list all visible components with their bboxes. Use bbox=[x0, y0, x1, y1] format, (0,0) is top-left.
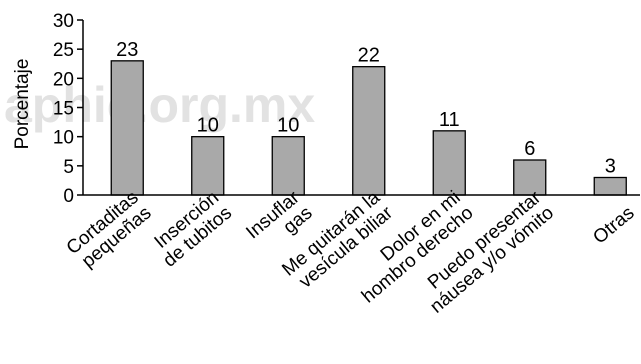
bar bbox=[432, 130, 466, 196]
y-tick-label: 25 bbox=[53, 40, 74, 61]
data-label: 6 bbox=[524, 138, 535, 160]
data-label: 23 bbox=[116, 39, 138, 61]
y-tick-label: 20 bbox=[53, 69, 74, 90]
data-label: 10 bbox=[277, 115, 299, 137]
bar bbox=[593, 176, 627, 196]
category-label: Otras bbox=[589, 202, 638, 248]
y-tick-label: 0 bbox=[63, 186, 74, 207]
y-tick-label: 10 bbox=[53, 128, 74, 149]
y-tick-label: 5 bbox=[63, 157, 74, 178]
bar bbox=[271, 136, 305, 196]
data-label: 11 bbox=[439, 109, 460, 131]
data-labels: 23 10 10 22 11 6 3 bbox=[116, 39, 616, 178]
data-label: 3 bbox=[605, 156, 616, 178]
bar bbox=[352, 66, 386, 196]
y-axis-title: Porcentaje bbox=[12, 59, 33, 150]
bar bbox=[191, 136, 225, 196]
y-axis-ticks: 0 5 10 15 20 25 30 bbox=[53, 11, 83, 207]
bar bbox=[110, 60, 144, 196]
bars bbox=[110, 60, 627, 196]
y-tick-label: 30 bbox=[53, 11, 74, 32]
data-label: 22 bbox=[358, 45, 380, 67]
watermark: aphic.org.mx bbox=[4, 77, 315, 133]
category-label: Inserciónde tubitos bbox=[146, 187, 235, 271]
y-tick-label: 15 bbox=[53, 99, 74, 120]
data-label: 10 bbox=[197, 115, 219, 137]
category-label: Cortaditaspequeñas bbox=[63, 187, 156, 274]
bar bbox=[513, 159, 547, 196]
